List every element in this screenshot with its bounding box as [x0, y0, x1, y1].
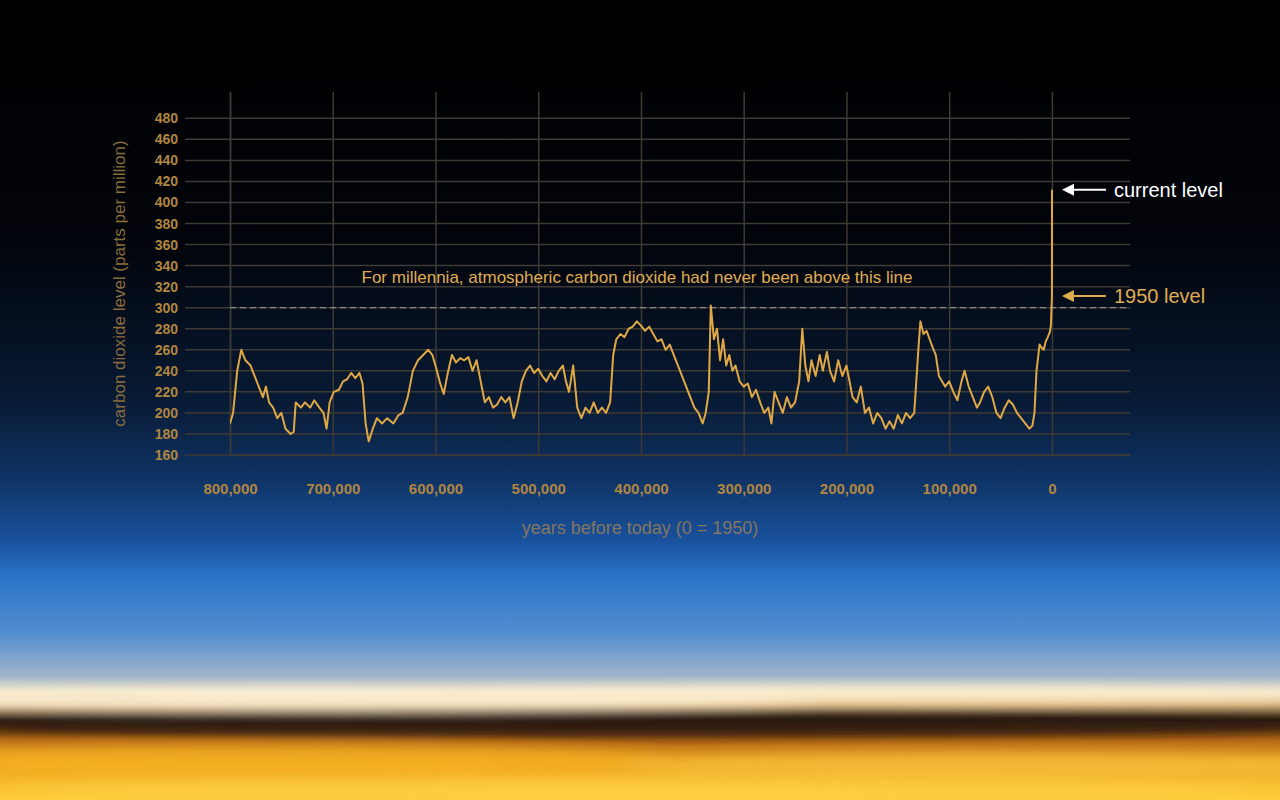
- y-grid: [185, 118, 1130, 455]
- annotation: 1950 level: [1062, 285, 1205, 307]
- horizon-clouds: [0, 687, 1280, 800]
- y-tick-label: 280: [155, 321, 179, 337]
- y-tick-label: 160: [155, 447, 179, 463]
- x-grid-line: [332, 92, 334, 455]
- x-tick: 300,000: [717, 92, 771, 497]
- x-tick-label: 200,000: [820, 480, 874, 497]
- grid-line: [185, 181, 1130, 183]
- x-tick-label: 300,000: [717, 480, 771, 497]
- y-tick-label: 400: [155, 194, 179, 210]
- x-tick-label: 0: [1048, 480, 1056, 497]
- x-grid-line: [230, 92, 232, 455]
- chart-svg: 800,000 700,000 600,000 500,000 400,000 300,0…: [0, 0, 1280, 800]
- grid-line: [185, 265, 1130, 267]
- x-tick: 800,000: [203, 92, 257, 497]
- y-tick: 260: [155, 342, 230, 358]
- y-tick: 400: [155, 194, 230, 210]
- y-tick: 340: [155, 258, 230, 274]
- annotation: current level: [1062, 179, 1223, 201]
- grid-line: [185, 454, 1130, 456]
- y-tick-label: 260: [155, 342, 179, 358]
- y-tick: 440: [155, 152, 230, 168]
- y-tick-label: 220: [155, 384, 179, 400]
- plot-area: [230, 190, 1052, 441]
- grid-line: [185, 202, 1130, 204]
- x-tick: 100,000: [923, 92, 977, 497]
- grid-line: [185, 349, 1130, 351]
- y-tick-label: 440: [155, 152, 179, 168]
- grid-line: [185, 160, 1130, 162]
- arrow-head: [1062, 290, 1074, 302]
- y-tick: 200: [155, 405, 230, 421]
- y-tick-label: 320: [155, 279, 179, 295]
- background: [0, 0, 1280, 800]
- grid-line: [185, 118, 1130, 120]
- y-axis-line: [230, 93, 232, 456]
- grid-line: [185, 244, 1130, 246]
- y-axis: 160 180 200 220 240 260 280 300 320 340 360 380 400 4…: [155, 93, 231, 463]
- x-tick-label: 100,000: [923, 480, 977, 497]
- y-tick: 240: [155, 363, 230, 379]
- y-axis-title: carbon dioxide level (parts per million): [110, 140, 129, 426]
- cloud: [620, 753, 1280, 777]
- cloud: [0, 713, 1280, 737]
- y-tick-label: 180: [155, 426, 179, 442]
- x-tick: 600,000: [409, 92, 463, 497]
- x-tick-label: 400,000: [614, 480, 668, 497]
- y-tick: 360: [155, 237, 230, 253]
- y-tick: 220: [155, 384, 230, 400]
- y-tick: 180: [155, 426, 230, 442]
- y-tick: 320: [155, 279, 230, 295]
- y-tick-label: 240: [155, 363, 179, 379]
- y-tick-label: 340: [155, 258, 179, 274]
- cloud: [0, 778, 1280, 800]
- y-tick: 160: [155, 447, 230, 463]
- grid-line: [185, 391, 1130, 393]
- grid-line: [185, 223, 1130, 225]
- co2-line: [230, 190, 1052, 441]
- cloud: [400, 687, 1280, 703]
- cloud: [0, 746, 670, 774]
- y-tick-label: 360: [155, 237, 179, 253]
- annotation-label: 1950 level: [1114, 285, 1205, 307]
- y-tick: 460: [155, 131, 230, 147]
- y-tick-label: 380: [155, 216, 179, 232]
- x-tick-label: 600,000: [409, 480, 463, 497]
- x-tick: 400,000: [614, 92, 668, 497]
- x-axis-title: years before today (0 = 1950): [522, 518, 759, 538]
- x-axis-line: [231, 455, 1131, 457]
- y-tick-label: 480: [155, 110, 179, 126]
- x-tick: 700,000: [306, 92, 360, 497]
- x-tick-label: 500,000: [512, 480, 566, 497]
- y-tick-label: 300: [155, 300, 179, 316]
- grid-line: [185, 412, 1130, 414]
- y-tick: 480: [155, 110, 230, 126]
- x-tick: 500,000: [512, 92, 566, 497]
- x-grid-line: [949, 92, 951, 455]
- y-tick-label: 200: [155, 405, 179, 421]
- y-tick: 420: [155, 173, 230, 189]
- y-tick: 280: [155, 321, 230, 337]
- annotation-arrow: [1070, 189, 1106, 191]
- annotation-label: current level: [1114, 179, 1223, 201]
- x-tick: 200,000: [820, 92, 874, 497]
- grid-line: [185, 370, 1130, 372]
- grid-line: [185, 139, 1130, 141]
- grid-line: [185, 433, 1130, 435]
- grid-line: [185, 328, 1130, 330]
- x-tick-label: 800,000: [203, 480, 257, 497]
- annotation-arrow: [1070, 295, 1106, 297]
- grid-line: [185, 307, 1130, 309]
- x-tick-label: 700,000: [306, 480, 360, 497]
- reference-line: [230, 307, 1130, 308]
- y-tick-label: 420: [155, 173, 179, 189]
- y-tick: 300: [155, 300, 230, 316]
- reference-label: For millennia, atmospheric carbon dioxid…: [362, 268, 913, 287]
- x-axis: 800,000 700,000 600,000 500,000 400,000 300,0…: [203, 92, 1130, 497]
- arrow-head: [1062, 184, 1074, 196]
- y-tick-label: 460: [155, 131, 179, 147]
- y-tick: 380: [155, 216, 230, 232]
